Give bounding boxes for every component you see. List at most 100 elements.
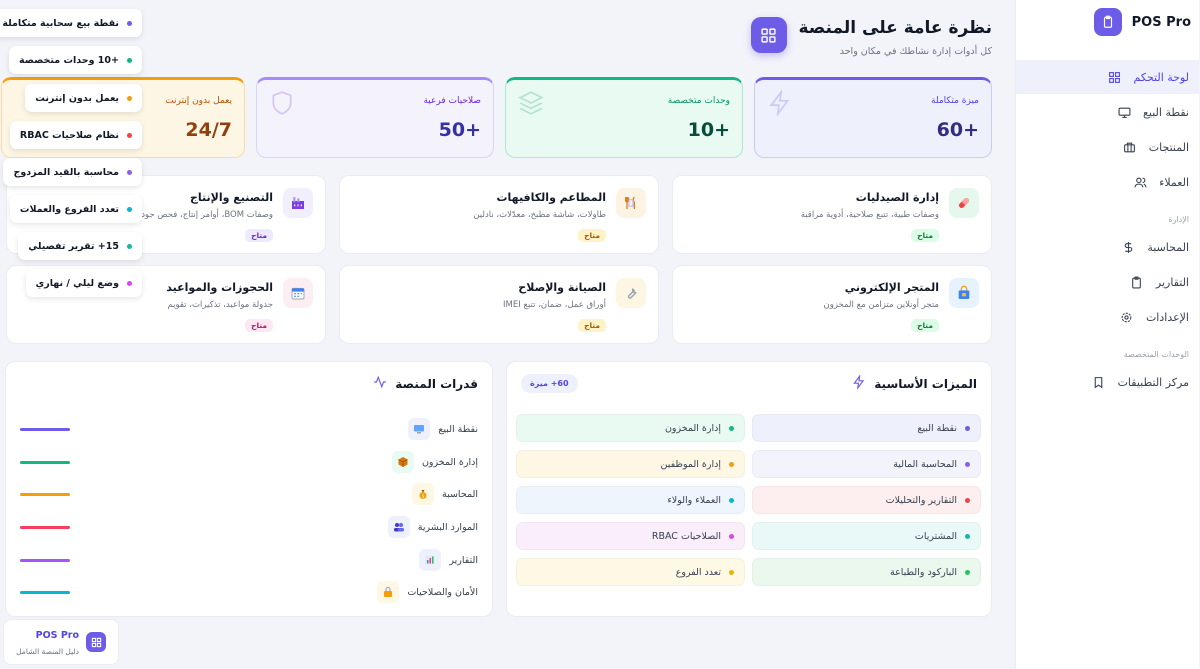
capability-bar <box>21 461 71 464</box>
sidebar-item-dashboard[interactable]: لوحة التحكم <box>1017 60 1200 94</box>
bullet-dot <box>730 461 735 467</box>
sidebar-item-customers[interactable]: العملاء <box>1017 165 1200 199</box>
module-desc: وصفات طبية، تتبع صلاحية، أدوية مراقبة <box>801 210 940 220</box>
bullet-dot <box>128 57 133 63</box>
feature-tag: نظام صلاحيات RBAC <box>10 121 143 149</box>
feature-item[interactable]: إدارة الموظفين <box>517 450 746 478</box>
money-bag-icon: $ <box>413 483 436 505</box>
pill-icon <box>950 188 980 218</box>
sidebar-item-label: مركز التطبيقات <box>1118 375 1190 389</box>
module-status-badge: متاح <box>246 229 274 242</box>
bullet-dot <box>966 497 971 503</box>
sidebar-item-label: العملاء <box>1160 175 1190 189</box>
lock-icon <box>378 581 401 603</box>
capability-row: نقطة البيع <box>409 418 479 440</box>
sidebar: POS Pro لوحة التحكم نقطة البيع المنتجات … <box>1016 0 1200 669</box>
capability-label: الأمان والصلاحيات <box>408 586 479 598</box>
feature-item[interactable]: تعدد الفروع <box>517 558 746 586</box>
module-status-badge: متاح <box>912 319 940 332</box>
capability-bar <box>21 591 71 594</box>
feature-label: التقارير والتحليلات <box>886 494 958 506</box>
capability-bar <box>21 428 71 431</box>
platform-guide-card[interactable]: POS Pro دليل المنصة الشامل <box>4 619 120 665</box>
feature-tag: نقطة بيع سحابية متكاملة <box>0 9 143 37</box>
feature-label: الصلاحيات RBAC <box>652 530 722 542</box>
module-card-pharmacy[interactable]: إدارة الصيدليات وصفات طبية، تتبع صلاحية،… <box>673 175 993 254</box>
stat-card-features: ميزة متكاملة +60 <box>755 77 993 158</box>
clipboard-icon <box>1094 8 1123 36</box>
feature-item[interactable]: إدارة المخزون <box>517 414 746 442</box>
module-desc: جدولة مواعيد، تذكيرات، تقويم <box>168 300 274 310</box>
fork-knife-icon <box>617 188 647 218</box>
users-icon <box>1134 175 1148 189</box>
stat-label: صلاحيات فرعية <box>424 96 482 106</box>
feature-item[interactable]: العملاء والولاء <box>517 486 746 514</box>
module-card-restaurants[interactable]: المطاعم والكافيهات طاولات، شاشة مطبخ، مع… <box>340 175 660 254</box>
sidebar-item-label: التقارير <box>1156 275 1190 289</box>
sidebar-item-reports[interactable]: التقارير <box>1017 265 1200 299</box>
stat-label: ميزة متكاملة <box>932 96 980 106</box>
feature-label: الباركود والطباعة <box>890 566 958 578</box>
feature-label: نقطة البيع <box>918 422 958 434</box>
capability-label: الموارد البشرية <box>418 521 479 533</box>
feature-item[interactable]: المحاسبة المالية <box>753 450 982 478</box>
stat-value: +10 <box>688 119 731 141</box>
sidebar-item-accounting[interactable]: المحاسبة <box>1017 230 1200 264</box>
sidebar-item-app-center[interactable]: مركز التطبيقات <box>1017 365 1200 399</box>
module-status-badge: متاح <box>246 319 274 332</box>
brand[interactable]: POS Pro <box>1094 8 1192 36</box>
module-card-repair[interactable]: الصيانة والإصلاح أوراق عمل، ضمان، تتبع I… <box>340 265 660 344</box>
feature-tag-label: 15+ تقرير تفصيلي <box>29 240 120 252</box>
feature-label: تعدد الفروع <box>676 566 722 578</box>
monitor-icon <box>1118 105 1132 119</box>
sidebar-item-products[interactable]: المنتجات <box>1017 130 1200 164</box>
gear-icon <box>1121 310 1135 324</box>
guide-title: POS Pro <box>36 630 80 641</box>
features-count-badge: 60+ ميزة <box>522 374 579 393</box>
activity-icon <box>374 375 388 392</box>
capability-label: التقارير <box>450 554 479 566</box>
bullet-dot <box>966 461 971 467</box>
grid-icon <box>87 632 107 652</box>
stat-value: 24/7 <box>186 119 233 141</box>
people-icon <box>388 516 411 538</box>
capability-row: الموارد البشرية <box>388 516 479 538</box>
sidebar-section-modules: الوحدات المتخصصة <box>1124 350 1190 359</box>
capabilities-panel: قدرات المنصة نقطة البيع إدارة المخزون ال… <box>6 361 494 617</box>
feature-label: المحاسبة المالية <box>894 458 958 470</box>
module-status-badge: متاح <box>912 229 940 242</box>
capability-row: التقارير <box>420 549 479 571</box>
bullet-dot <box>966 533 971 539</box>
sidebar-item-settings[interactable]: الإعدادات <box>1017 300 1200 334</box>
module-title: الصيانة والإصلاح <box>519 281 607 294</box>
sidebar-item-pos[interactable]: نقطة البيع <box>1017 95 1200 129</box>
page-header: نظرة عامة على المنصة كل أدوات إدارة نشاط… <box>751 17 993 57</box>
module-card-bookings[interactable]: الحجوزات والمواعيد جدولة مواعيد، تذكيرات… <box>7 265 327 344</box>
feature-item[interactable]: نقطة البيع <box>753 414 982 442</box>
feature-tag-label: +10 وحدات متخصصة <box>20 54 120 66</box>
bullet-dot <box>730 497 735 503</box>
feature-item[interactable]: التقارير والتحليلات <box>753 486 982 514</box>
feature-item[interactable]: الصلاحيات RBAC <box>517 522 746 550</box>
sidebar-item-label: لوحة التحكم <box>1134 70 1190 84</box>
bullet-dot <box>730 569 735 575</box>
brand-name: POS Pro <box>1132 14 1192 30</box>
feature-tag: تعدد الفروع والعملات <box>10 195 143 223</box>
bullet-dot <box>966 569 971 575</box>
bullet-dot <box>128 280 133 286</box>
panel-title-text: قدرات المنصة <box>396 376 479 391</box>
feature-item[interactable]: المشتريات <box>753 522 982 550</box>
module-desc: أوراق عمل، ضمان، تتبع IMEI <box>504 300 607 310</box>
stat-label: يعمل بدون إنترنت <box>166 96 233 106</box>
svg-text:$: $ <box>423 493 426 498</box>
dollar-icon <box>1122 240 1136 254</box>
module-card-ecommerce[interactable]: المتجر الإلكتروني متجر أونلاين متزامن مع… <box>673 265 993 344</box>
feature-tag-label: نقطة بيع سحابية متكاملة <box>3 17 120 29</box>
package-icon <box>392 451 415 473</box>
feature-label: العملاء والولاء <box>668 494 722 506</box>
feature-item[interactable]: الباركود والطباعة <box>753 558 982 586</box>
sidebar-item-label: الإعدادات <box>1146 310 1190 324</box>
feature-tag-label: وضع ليلي / نهاري <box>36 277 120 289</box>
capability-row: الأمان والصلاحيات <box>378 581 479 603</box>
feature-label: إدارة المخزون <box>665 422 722 434</box>
